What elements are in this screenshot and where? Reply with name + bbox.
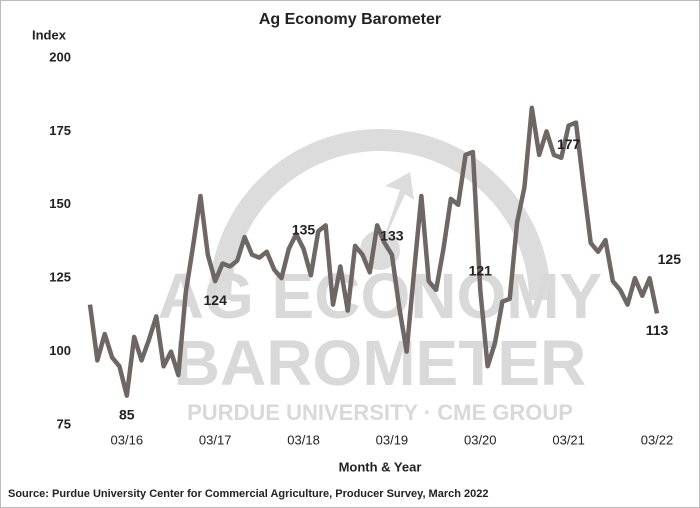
y-tick-label: 200	[49, 49, 71, 64]
x-tick-label: 03/21	[552, 432, 585, 447]
gauge-needle	[380, 172, 414, 250]
data-label: 133	[380, 227, 404, 243]
y-tick-label: 125	[49, 270, 71, 285]
y-tick-label: 75	[57, 416, 71, 431]
y-tick-label: 175	[49, 123, 71, 138]
watermark-text: AG ECONOMY	[158, 260, 602, 332]
x-tick-label: 03/22	[641, 432, 674, 447]
watermark-text: BAROMETER	[174, 327, 586, 399]
y-tick-label: 150	[49, 196, 71, 211]
x-tick-label: 03/19	[376, 432, 409, 447]
watermark: AG ECONOMY BAROMETER PURDUE UNIVERSITY ·…	[158, 129, 602, 425]
x-tick-label: 03/17	[199, 432, 232, 447]
watermark-text: PURDUE UNIVERSITY · CME GROUP	[187, 400, 573, 425]
data-label: 113	[646, 322, 669, 338]
data-label: 85	[119, 406, 135, 422]
gauge-arc	[209, 129, 551, 301]
chart-title: Ag Economy Barometer	[259, 11, 441, 28]
data-label: 125	[658, 251, 682, 267]
x-tick-label: 03/16	[111, 432, 144, 447]
data-line	[87, 105, 660, 398]
data-label: 177	[557, 136, 581, 152]
source-note: Source: Purdue University Center for Com…	[8, 488, 489, 500]
data-label: 121	[469, 263, 493, 279]
x-tick-label: 03/20	[464, 432, 497, 447]
data-label: 135	[292, 222, 316, 238]
x-axis-label: Month & Year	[339, 459, 422, 474]
data-label: 124	[204, 292, 228, 308]
x-tick-label: 03/18	[287, 432, 320, 447]
y-tick-label: 100	[49, 343, 71, 358]
y-axis-label: Index	[32, 27, 67, 42]
